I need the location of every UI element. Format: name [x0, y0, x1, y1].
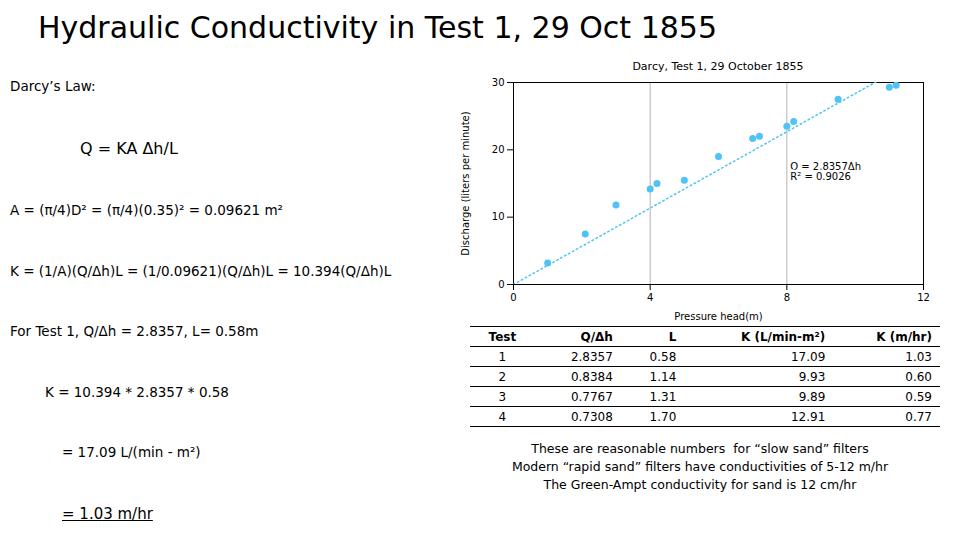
html-text:9.93: 9.93	[798, 369, 826, 384]
html-text:K = (1/A)(Q/Δh)L = (1/0.09621): K = (1/A)(Q/Δh)L = (1/0.09621)(Q/Δh)L = …	[10, 262, 392, 279]
svg-text:4: 4	[647, 292, 653, 303]
html-text:= 17.09 L/(min - m²): = 17.09 L/(min - m²)	[62, 444, 201, 461]
html-text:9.89: 9.89	[798, 389, 826, 404]
html-text:1.31: 1.31	[649, 389, 677, 404]
html-text:Test: Test	[488, 329, 517, 344]
html-text:0.59: 0.59	[905, 389, 932, 404]
html-text:The Green-Ampt conductivity fo: The Green-Ampt conductivity for sand is …	[543, 477, 857, 492]
html-text:12.91: 12.91	[791, 409, 826, 424]
svg-text:Pressure head(m): Pressure head(m)	[674, 311, 762, 322]
html-text:Q/Δh: Q/Δh	[580, 329, 613, 344]
html-text:1.14: 1.14	[649, 369, 677, 384]
html-text:Modern “rapid sand” filters ha: Modern “rapid sand” filters have conduct…	[511, 459, 889, 474]
html-text:1: 1	[498, 349, 507, 364]
svg-text:12: 12	[917, 292, 930, 303]
html-text:0.8384: 0.8384	[570, 369, 613, 384]
html-text:K (L/min-m²): K (L/min-m²)	[741, 329, 826, 344]
html-text:Q = KA Δh/L: Q = KA Δh/L	[80, 138, 178, 158]
html-text:L: L	[668, 329, 677, 344]
svg-text:10: 10	[492, 211, 505, 222]
html-text:0.58: 0.58	[649, 349, 677, 364]
html-text:K = 10.394 * 2.8357 * 0.58: K = 10.394 * 2.8357 * 0.58	[45, 383, 229, 400]
html-text:Darcy’s Law:: Darcy’s Law:	[10, 78, 96, 94]
html-text:2.8357: 2.8357	[570, 349, 613, 364]
html-text:0.7767: 0.7767	[570, 389, 613, 404]
html-text:4: 4	[498, 409, 507, 424]
html-text:Darcy, Test 1, 29 October 1855: Darcy, Test 1, 29 October 1855	[632, 60, 804, 73]
html-text:2: 2	[498, 369, 507, 384]
svg-text:8: 8	[784, 292, 790, 303]
html-text:A = (π/4)D² = (π/4)(0.35)² = 0: A = (π/4)D² = (π/4)(0.35)² = 0.09621 m²	[10, 202, 283, 219]
html-text:= 1.03 m/hr: = 1.03 m/hr	[62, 504, 153, 523]
html-text:1.03: 1.03	[905, 349, 932, 364]
html-text:Hydraulic Conductivity in Test: Hydraulic Conductivity in Test 1, 29 Oct…	[38, 10, 717, 45]
html-text:0.60: 0.60	[905, 369, 932, 384]
html-text:3: 3	[498, 389, 507, 404]
html-text:17.09: 17.09	[791, 349, 826, 364]
svg-text:0: 0	[498, 279, 504, 290]
html-text:K (m/hr): K (m/hr)	[876, 329, 932, 344]
svg-text:Discharge (liters per minute): Discharge (liters per minute)	[460, 111, 471, 255]
svg-text:30: 30	[492, 77, 505, 88]
svg-text:Q = 2.8357ΔhR² = 0.9026: Q = 2.8357ΔhR² = 0.9026	[790, 161, 861, 182]
html-text:0.7308: 0.7308	[570, 409, 613, 424]
svg-text:20: 20	[492, 144, 505, 155]
html-text:0.77: 0.77	[905, 409, 932, 424]
html-text:These are reasonable numbers f: These are reasonable numbers for “slow s…	[531, 441, 869, 456]
svg-text:0: 0	[510, 292, 516, 303]
html-text:For Test 1, Q/Δh = 2.8357, L=: For Test 1, Q/Δh = 2.8357, L= 0.58m	[10, 323, 259, 340]
html-text:1.70: 1.70	[649, 409, 677, 424]
